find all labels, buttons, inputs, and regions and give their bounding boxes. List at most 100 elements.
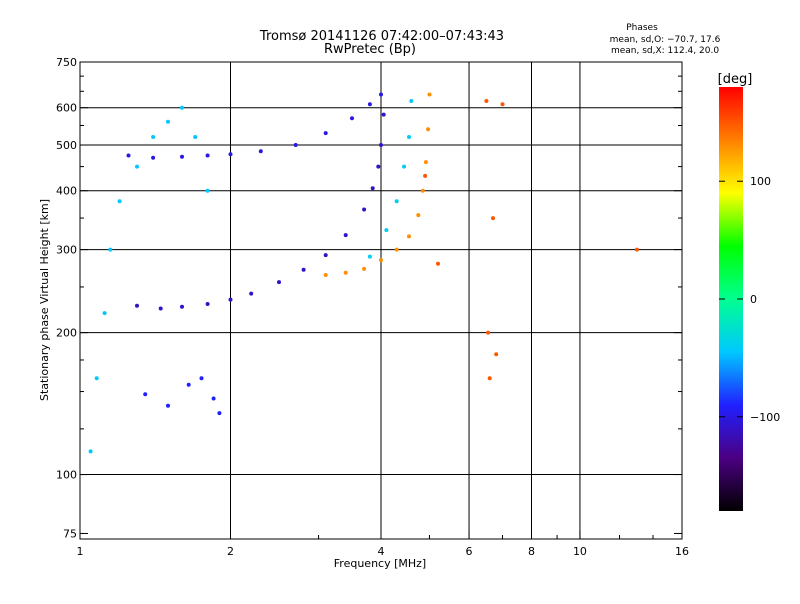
- data-points: [88, 92, 639, 454]
- grid-lines: [80, 62, 682, 539]
- echo-point: [135, 303, 139, 308]
- echo-point: [370, 186, 375, 191]
- echo-point: [486, 330, 491, 335]
- echo-point: [205, 302, 210, 306]
- echo-point: [293, 143, 298, 147]
- y-tick-label: 500: [56, 139, 77, 152]
- echo-point: [217, 411, 222, 416]
- echo-point: [409, 99, 414, 103]
- x-tick-label: 10: [573, 545, 587, 558]
- echo-point: [426, 127, 431, 132]
- echo-point: [436, 261, 440, 266]
- colorbar-tick-label: 100: [750, 175, 771, 188]
- echo-point: [205, 153, 210, 158]
- y-tick-label: 200: [56, 327, 77, 340]
- echo-point: [423, 173, 428, 178]
- echo-point: [367, 254, 372, 259]
- echo-point: [487, 376, 492, 381]
- echo-point: [343, 233, 348, 238]
- echo-point: [102, 311, 107, 316]
- colorbar-tick-label: −100: [750, 411, 780, 424]
- echo-point: [420, 188, 425, 193]
- echo-point: [376, 164, 381, 169]
- echo-point: [384, 228, 389, 233]
- stats-x-line: mean, sd,X: 112.4, 20.0: [611, 46, 719, 56]
- echo-point: [484, 99, 489, 103]
- y-axis-label: Stationary phase Virtual Height [km]: [38, 199, 51, 401]
- echo-point: [158, 306, 163, 311]
- echo-point: [394, 247, 399, 252]
- x-axis-ticks: 1 2 4 6 8 10 16: [77, 531, 689, 558]
- echo-point: [379, 143, 383, 147]
- echo-point: [199, 376, 204, 381]
- y-tick-label: 300: [56, 244, 77, 257]
- echo-point: [323, 131, 328, 136]
- echo-point: [362, 266, 367, 271]
- echo-point: [416, 213, 421, 218]
- echo-point: [379, 92, 383, 97]
- echo-point: [402, 164, 407, 169]
- colorbar-tick-label: 0: [750, 293, 757, 306]
- x-axis-label: Frequency [MHz]: [334, 557, 426, 570]
- echo-point: [323, 253, 328, 258]
- echo-point: [228, 152, 233, 157]
- echo-point: [180, 304, 184, 309]
- echo-point: [135, 164, 139, 169]
- echo-point: [407, 135, 411, 139]
- echo-point: [108, 247, 113, 252]
- y-tick-label: 400: [56, 185, 77, 198]
- echo-point: [423, 160, 428, 165]
- colorbar-label: [deg]: [718, 72, 753, 87]
- stats-heading: Phases: [626, 23, 658, 33]
- echo-point: [193, 135, 198, 139]
- echo-point: [362, 207, 367, 212]
- echo-point: [211, 396, 216, 401]
- echo-point: [151, 135, 156, 139]
- echo-point: [117, 199, 122, 204]
- echo-point: [166, 403, 170, 408]
- echo-point: [151, 155, 156, 160]
- echo-point: [381, 112, 386, 117]
- echo-point: [494, 352, 499, 357]
- echo-point: [166, 119, 170, 124]
- x-tick-label: 8: [528, 545, 535, 558]
- echo-point: [301, 267, 306, 272]
- colorbar-ticks: 100 0 −100: [719, 175, 780, 424]
- echo-point: [367, 102, 372, 107]
- x-tick-label: 1: [77, 545, 84, 558]
- y-tick-label: 600: [56, 102, 77, 115]
- echo-point: [407, 234, 411, 239]
- echo-point: [491, 216, 495, 221]
- echo-point: [143, 392, 148, 397]
- echo-point: [394, 199, 399, 204]
- echo-point: [180, 105, 184, 110]
- echo-point: [186, 382, 191, 387]
- stats-o-line: mean, sd,O: −70.7, 17.6: [610, 35, 721, 45]
- y-tick-label: 100: [56, 469, 77, 482]
- x-tick-label: 16: [675, 545, 689, 558]
- echo-point: [228, 297, 233, 302]
- echo-point: [379, 258, 383, 263]
- echo-point: [500, 102, 505, 107]
- echo-point: [180, 154, 184, 159]
- echo-point: [323, 273, 328, 277]
- x-tick-label: 2: [227, 545, 234, 558]
- echo-point: [94, 376, 99, 381]
- echo-point: [277, 280, 281, 285]
- chart-subtitle: RwPretec (Bp): [324, 42, 416, 57]
- echo-point: [249, 291, 254, 296]
- y-tick-label: 750: [56, 56, 77, 69]
- echo-point: [350, 116, 354, 121]
- echo-point: [205, 188, 210, 193]
- echo-point: [343, 270, 348, 275]
- echo-point: [634, 247, 639, 252]
- echo-point: [88, 449, 93, 454]
- x-tick-label: 4: [378, 545, 385, 558]
- chart-title: Tromsø 20141126 07:42:00–07:43:43: [259, 29, 504, 44]
- y-tick-label: 75: [63, 527, 77, 540]
- x-tick-label: 6: [466, 545, 473, 558]
- echo-point: [126, 153, 131, 158]
- echo-point: [258, 149, 263, 154]
